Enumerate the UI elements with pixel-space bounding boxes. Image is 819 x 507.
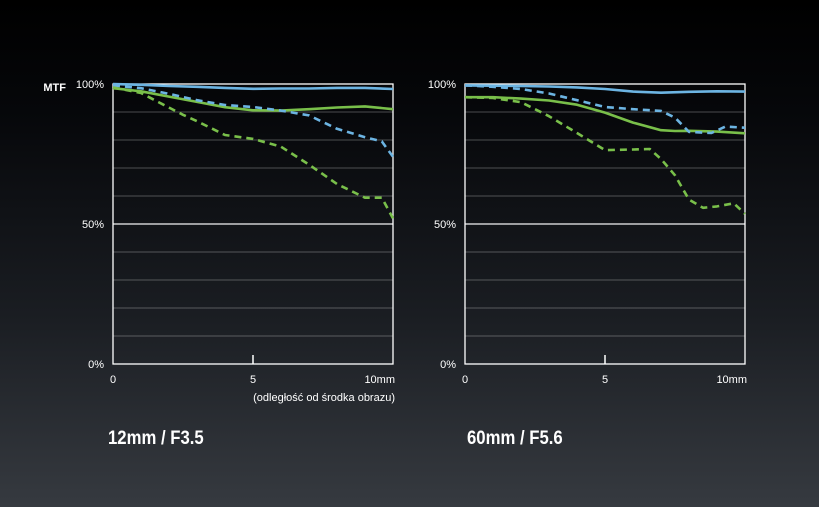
chart-2: 100% 50% 0% 0 5 10mm — [428, 79, 747, 386]
x-tick-label: 0 — [462, 374, 468, 386]
series-green-solid — [112, 86, 394, 112]
y-tick-label: 50% — [434, 219, 456, 231]
series-green-dashed — [464, 95, 746, 215]
series-blue-solid — [464, 84, 746, 94]
chart-2-caption: 60mm / F5.6 — [467, 428, 563, 449]
chart-1-caption: 12mm / F3.5 — [108, 428, 204, 449]
series-blue-solid — [112, 82, 394, 91]
y-tick-label: 50% — [82, 219, 104, 231]
x-tick-label: 10mm — [716, 374, 747, 386]
series-blue-dashed — [464, 84, 746, 135]
x-tick-label: 10mm — [364, 374, 395, 386]
series-green-solid — [465, 95, 746, 135]
y-tick-label: 0% — [88, 359, 104, 371]
chart-1: 100% 50% 0% 0 5 10mm — [76, 79, 395, 386]
x-tick-label: 5 — [250, 374, 256, 386]
x-tick-label: 0 — [110, 374, 116, 386]
series-blue-dashed — [112, 84, 395, 158]
x-tick-label: 5 — [602, 374, 608, 386]
y-tick-label: 0% — [440, 359, 456, 371]
mtf-axis-label: MTF — [43, 82, 66, 94]
x-axis-subtitle: (odległość od środka obrazu) — [253, 392, 395, 404]
y-tick-label: 100% — [428, 79, 456, 91]
series-green-dashed — [112, 86, 395, 220]
y-tick-label: 100% — [76, 79, 104, 91]
